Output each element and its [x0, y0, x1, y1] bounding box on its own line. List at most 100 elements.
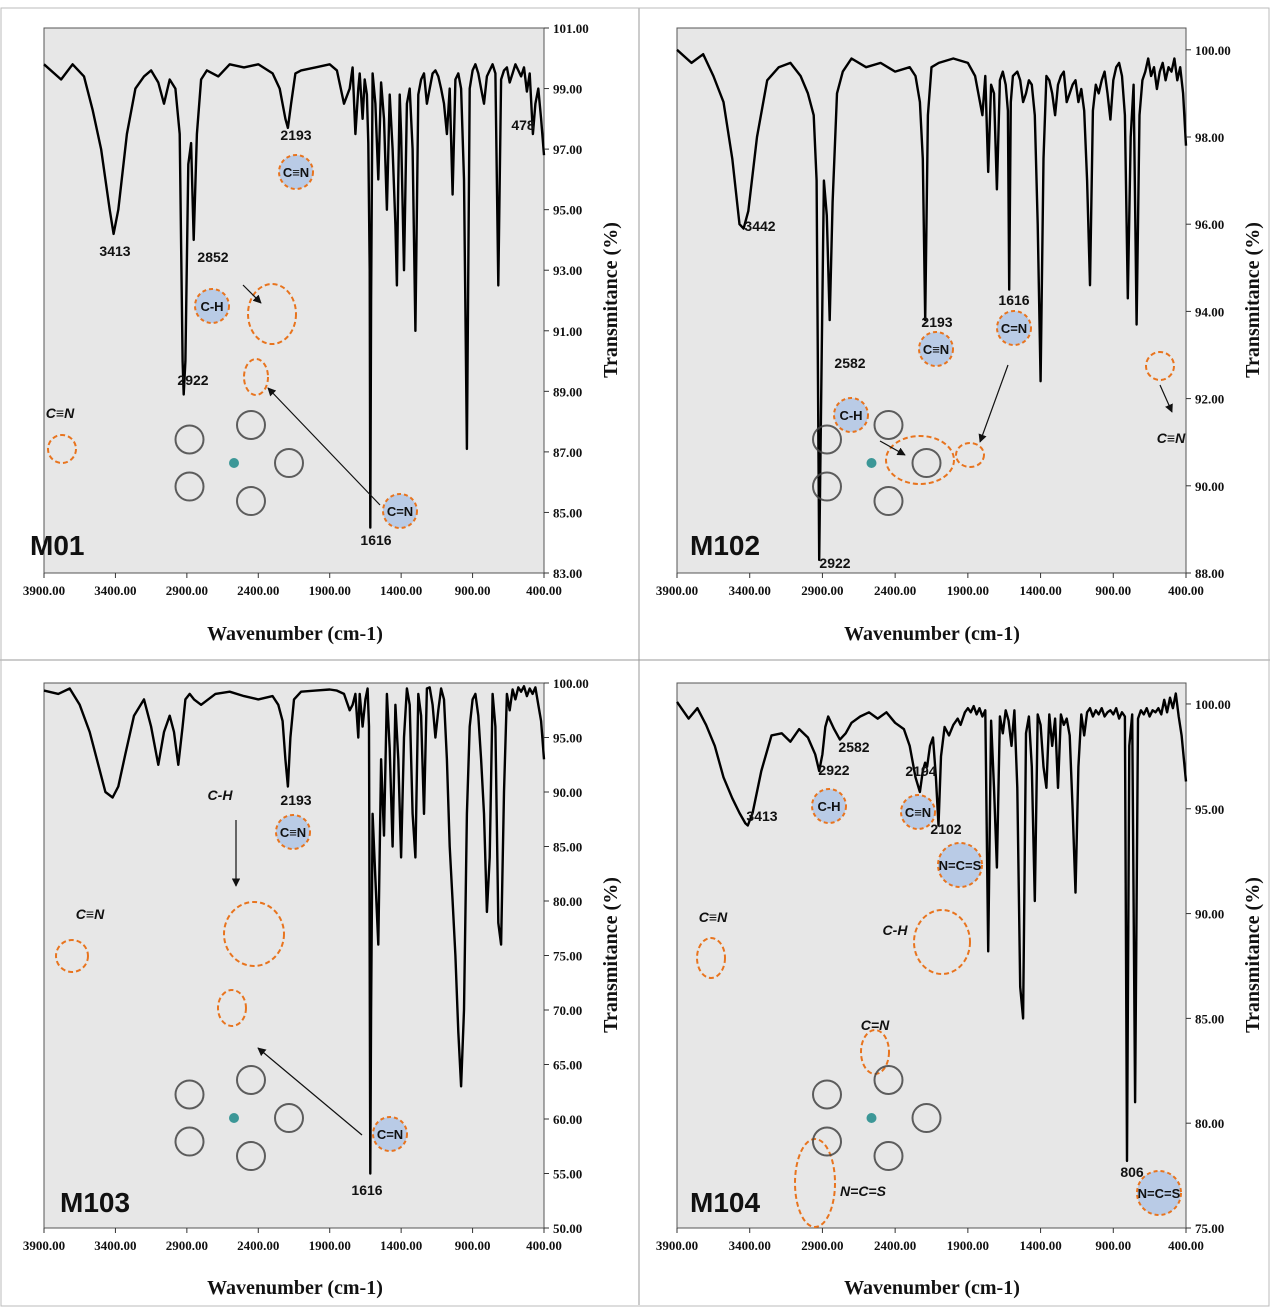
y-tick-label: 55.00: [553, 1167, 582, 1182]
y-tick-label: 80.00: [553, 894, 582, 909]
x-tick-label: 3900.00: [656, 1238, 698, 1253]
molecule-group-label: C-H: [208, 787, 234, 803]
bond-bubble: [937, 842, 983, 888]
y-tick-label: 75.00: [1195, 1221, 1224, 1236]
annotation-arrow: [1159, 384, 1173, 413]
y-tick-label: 60.00: [553, 1112, 582, 1127]
bond-bubble-label: C=N: [377, 1127, 403, 1142]
peak-label: 2193: [921, 314, 952, 330]
panel-label: M102: [690, 530, 760, 561]
molecule-group-label: N=C=S: [840, 1183, 887, 1199]
x-tick-label: 2400.00: [237, 1238, 279, 1253]
annotation-arrow: [267, 387, 381, 506]
highlight-circle: [885, 435, 955, 485]
y-tick-label: 94.00: [1195, 304, 1224, 319]
y-tick-label: 83.00: [553, 566, 582, 581]
bond-bubble: [918, 331, 954, 367]
highlight-circle: [696, 937, 726, 979]
highlight-circle: [243, 358, 269, 396]
x-axis-label: Wavenumber (cm-1): [207, 1277, 383, 1299]
molecule-structure: [174, 409, 304, 517]
spectrum-line: [676, 48, 1188, 562]
peak-label: 2922: [177, 372, 208, 388]
bond-bubble-label: C-H: [817, 799, 840, 814]
peak-label: 2582: [834, 355, 865, 371]
molecule-group-label: C=N: [861, 1017, 890, 1033]
x-tick-label: 900.00: [455, 583, 491, 598]
peak-label: 2102: [930, 821, 961, 837]
y-tick-label: 85.00: [1195, 1011, 1224, 1026]
molecule-structure: [812, 409, 942, 517]
bond-bubble: [194, 288, 230, 324]
x-tick-label: 400.00: [1168, 583, 1204, 598]
x-tick-label: 1400.00: [1019, 583, 1061, 598]
y-tick-label: 90.00: [1195, 479, 1224, 494]
molecule-group-label: C≡N: [699, 909, 728, 925]
spectrum-line: [43, 685, 546, 1175]
bond-bubble-label: C≡N: [280, 825, 306, 840]
highlight-circle: [47, 434, 77, 464]
y-tick-label: 87.00: [553, 445, 582, 460]
x-tick-label: 1900.00: [309, 583, 351, 598]
peak-label: 2922: [818, 762, 849, 778]
chart-panel-m104: 3900.00 3400.00 2900.00 2400.00 1900.00 1400.…: [656, 682, 1264, 1299]
y-tick-label: 93.00: [553, 263, 582, 278]
y-tick-label: 100.00: [1195, 697, 1231, 712]
y-axis-label: Transmitance (%): [600, 877, 622, 1033]
highlight-circle: [1145, 351, 1175, 381]
peak-label: 2193: [280, 792, 311, 808]
bond-bubble: [833, 397, 869, 433]
x-tick-label: 3900.00: [656, 583, 698, 598]
x-tick-label: 1400.00: [1019, 1238, 1061, 1253]
bond-bubble-label: C-H: [200, 299, 223, 314]
bond-bubble: [275, 814, 311, 850]
bond-bubble-label: N=C=S: [939, 858, 982, 873]
y-tick-label: 90.00: [1195, 907, 1224, 922]
y-tick-label: 100.00: [553, 676, 589, 691]
y-axis-label: Transmitance (%): [1242, 222, 1264, 378]
molecule-group-label: C-H: [883, 922, 909, 938]
x-axis-label: Wavenumber (cm-1): [207, 623, 383, 645]
x-tick-label: 2400.00: [237, 583, 279, 598]
bond-bubble: [382, 493, 418, 529]
y-tick-label: 95.00: [1195, 802, 1224, 817]
highlight-circle: [247, 283, 297, 345]
y-tick-label: 95.00: [553, 731, 582, 746]
y-tick-label: 95.00: [553, 203, 582, 218]
highlight-circle: [223, 901, 285, 967]
chart-panel-m01: 3900.00 3400.00 2900.00 2400.00 1900.00 1400.…: [23, 21, 622, 645]
y-tick-label: 70.00: [553, 1003, 582, 1018]
x-tick-label: 2900.00: [166, 1238, 208, 1253]
panel-label: M104: [690, 1187, 760, 1218]
highlight-circle: [55, 939, 89, 973]
y-tick-label: 99.00: [553, 82, 582, 97]
x-tick-label: 3400.00: [94, 1238, 136, 1253]
peak-label: 1616: [351, 1182, 382, 1198]
peak-label: 3413: [746, 808, 777, 824]
peak-label: 3442: [744, 218, 775, 234]
x-tick-label: 2400.00: [874, 1238, 916, 1253]
bond-bubble: [900, 794, 936, 830]
y-tick-label: 85.00: [553, 505, 582, 520]
x-tick-label: 3400.00: [729, 1238, 771, 1253]
peak-label: 2194: [905, 763, 936, 779]
peak-label: 1616: [360, 532, 391, 548]
spectrum-line: [43, 63, 546, 529]
peak-label: 2922: [819, 555, 850, 571]
highlight-circle: [955, 442, 985, 468]
peak-label: 2852: [197, 249, 228, 265]
x-tick-label: 2900.00: [166, 583, 208, 598]
molecule-group-label: C≡N: [46, 405, 75, 421]
bond-bubble-label: C=N: [1001, 321, 1027, 336]
x-tick-label: 2400.00: [874, 583, 916, 598]
annotation-arrow: [242, 284, 262, 304]
x-tick-label: 1400.00: [380, 1238, 422, 1253]
chart-panel-m103: 3900.00 3400.00 2900.00 2400.00 1900.00 1400.…: [23, 676, 622, 1299]
y-tick-label: 75.00: [553, 949, 582, 964]
x-tick-label: 1900.00: [309, 1238, 351, 1253]
bond-bubble-label: C≡N: [283, 165, 309, 180]
x-tick-label: 1900.00: [947, 1238, 989, 1253]
x-tick-label: 2900.00: [801, 1238, 843, 1253]
x-tick-label: 400.00: [526, 583, 562, 598]
bond-bubble: [996, 310, 1032, 346]
